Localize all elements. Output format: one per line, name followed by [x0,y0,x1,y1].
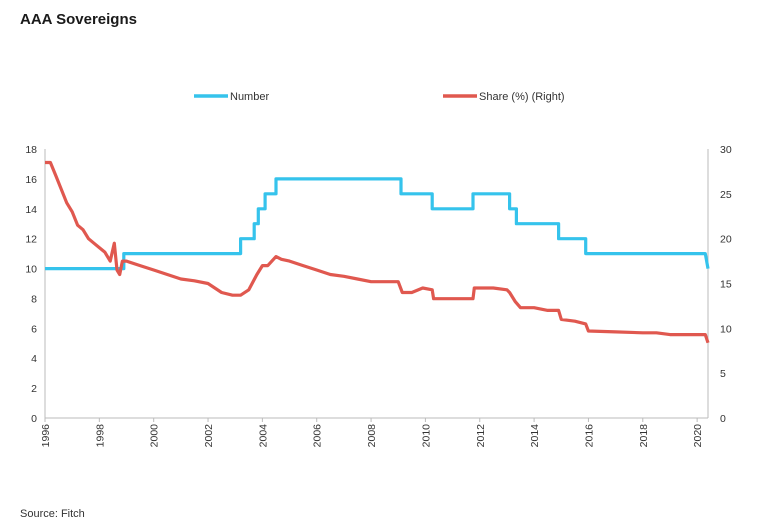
series-share-line [45,160,710,344]
y2-tick-label: 25 [720,189,732,201]
y-tick-label: 2 [31,383,37,395]
x-tick-label: 1996 [40,424,52,448]
y-tick-label: 6 [31,323,37,335]
x-tick-label: 2000 [149,424,161,448]
axes [44,149,709,422]
chart-title: AAA Sovereigns [20,11,137,28]
x-tick-label: 2006 [312,424,324,448]
x-tick-label: 2020 [692,424,704,448]
x-tick-label: 2002 [203,424,215,448]
x-tick-label: 1998 [94,424,106,448]
y2-tick-label: 20 [720,234,732,246]
y-tick-label: 16 [25,174,37,186]
x-tick-label: 2014 [529,424,541,448]
y-tick-label: 8 [31,293,37,305]
x-tick-label: 2008 [366,424,378,448]
legend-label: Number [230,91,269,103]
legend-item-share: Share (%) (Right) [443,91,565,103]
y-tick-label: 10 [25,264,37,276]
y-tick-label: 14 [25,204,37,216]
x-tick-label: 2010 [420,424,432,448]
y2-tick-label: 30 [720,144,732,156]
source-note: Source: Fitch [20,508,85,520]
y-tick-label: 18 [25,144,37,156]
tick-labels: 0 2 4 6 8 10 12 14 16 18 0 5 10 15 20 25 30 1996 1998 2000 2… [25,144,732,447]
y-tick-label: 12 [25,234,37,246]
y-tick-label: 0 [31,413,37,425]
y2-tick-label: 15 [720,279,732,291]
legend-item-number: Number [194,91,269,103]
y2-tick-label: 0 [720,413,726,425]
x-tick-label: 2004 [257,424,269,448]
legend: Number Share (%) (Right) [194,91,565,103]
x-tick-label: 2016 [583,424,595,448]
y-tick-label: 4 [31,353,37,365]
legend-label: Share (%) (Right) [479,91,565,103]
x-tick-label: 2018 [638,424,650,448]
series-number-line [45,177,710,271]
y2-tick-label: 5 [720,368,726,380]
y2-tick-label: 10 [720,323,732,335]
x-tick-label: 2012 [475,424,487,448]
series-layer [45,160,710,344]
